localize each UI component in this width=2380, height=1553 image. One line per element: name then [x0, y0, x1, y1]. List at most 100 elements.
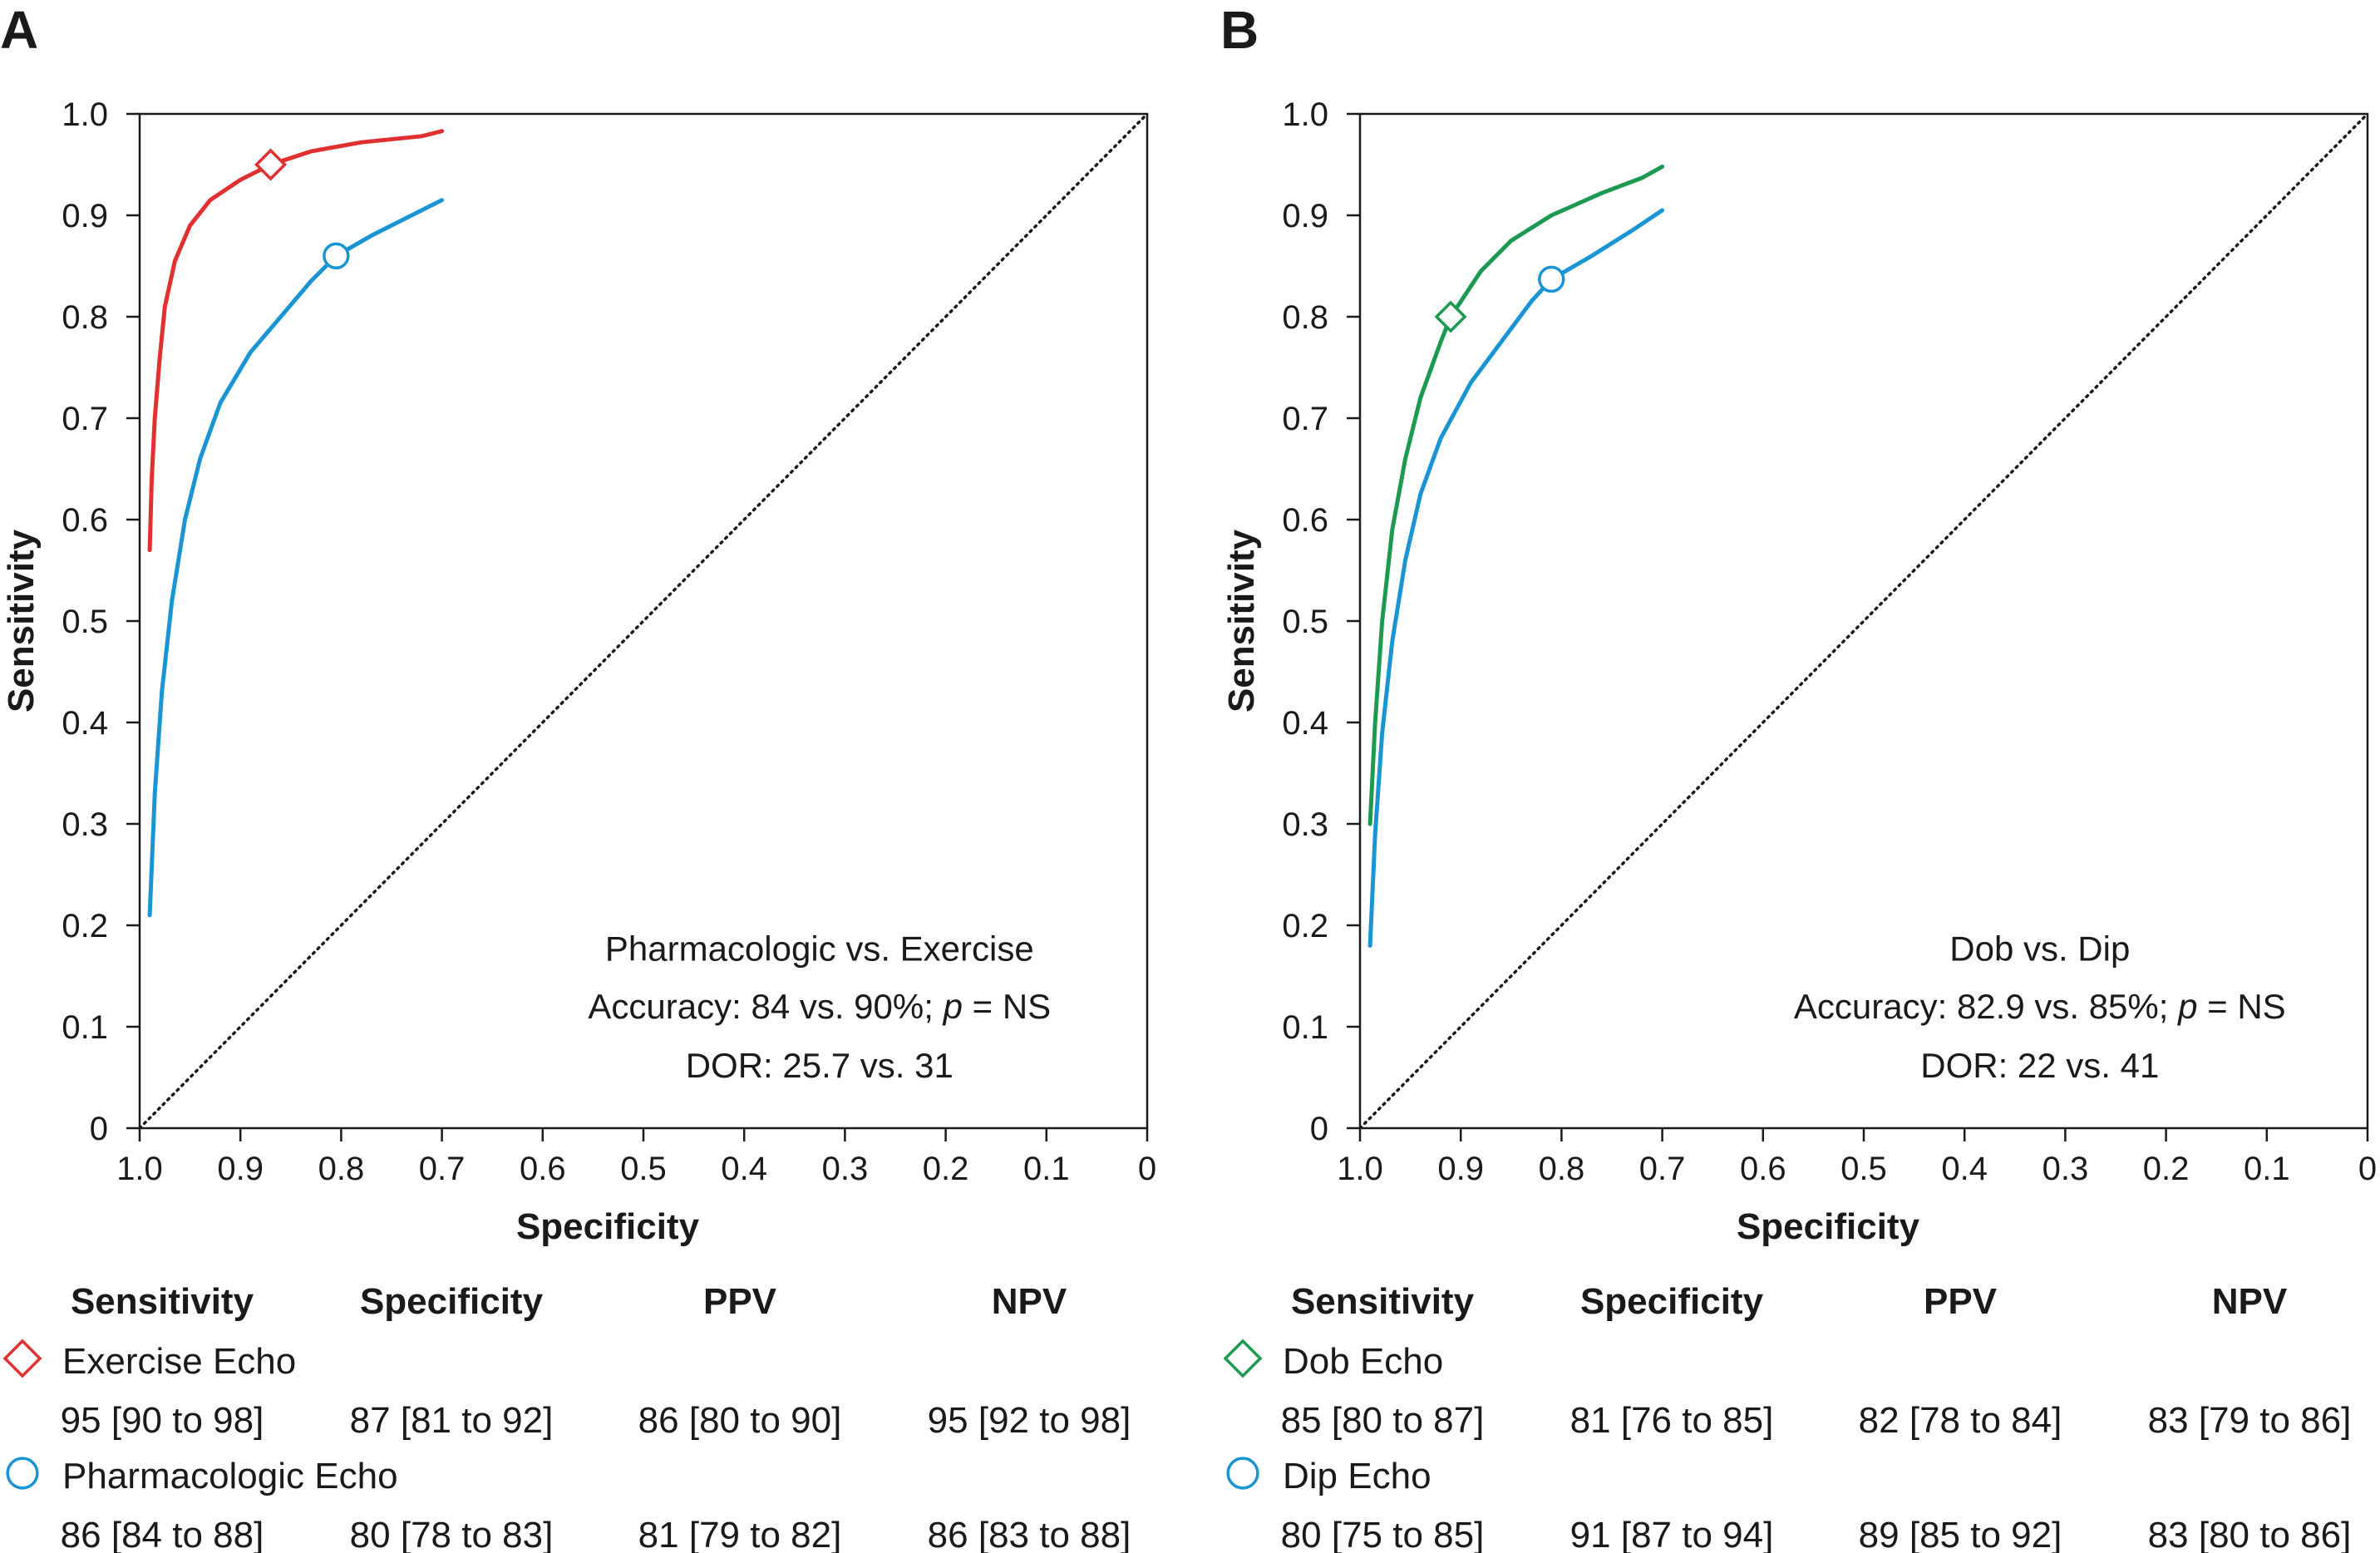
- table-cell-0-0: 95 [90 to 98]: [61, 1400, 264, 1441]
- panel-a: A 1.0 0.9 0.8 0.7 0.6 0.5 0.4 0.3 0.2 0.1 0 0 0.1 0.2 0…: [0, 0, 1156, 1553]
- y-tick-label: 0.8: [62, 299, 108, 336]
- legend-marker-1: [1226, 1457, 1259, 1490]
- table-header-2: PPV: [703, 1281, 777, 1322]
- legend-marker-1: [6, 1457, 39, 1490]
- x-tick-label: 0.5: [620, 1151, 667, 1187]
- legend-label-0: Dob Echo: [1283, 1341, 1443, 1382]
- legend-label-1: Pharmacologic Echo: [62, 1456, 398, 1496]
- legend-marker-0: [2, 1339, 42, 1378]
- x-tick-label: 0.7: [1639, 1151, 1686, 1187]
- x-tick-label: 0.5: [1840, 1151, 1887, 1187]
- y-tick-label: 0.6: [1282, 502, 1328, 539]
- table-cell-1-0: 80 [75 to 85]: [1281, 1515, 1485, 1553]
- table-cell-1-3: 86 [83 to 88]: [928, 1515, 1131, 1553]
- y-tick-label: 0.5: [1282, 604, 1328, 640]
- legend-marker-0: [1223, 1339, 1263, 1378]
- table-cell-1-0: 86 [84 to 88]: [61, 1515, 264, 1553]
- series-line-0: [147, 129, 445, 553]
- y-tick-label: 0.1: [62, 1009, 108, 1046]
- y-tick-label: 0.1: [1282, 1009, 1328, 1046]
- y-tick-label: 0: [1310, 1111, 1328, 1147]
- y-tick-label: 0.4: [62, 705, 108, 742]
- annotation-dor: DOR: 25.7 vs. 31: [686, 1046, 953, 1085]
- table-header-1: Specificity: [1580, 1281, 1764, 1322]
- x-axis-title: Specificity: [1737, 1206, 1920, 1247]
- table-header-0: Sensitivity: [1291, 1281, 1475, 1322]
- x-tick-label: 0.4: [721, 1151, 767, 1187]
- y-axis-title: Sensitivity: [1221, 529, 1262, 712]
- legend-label-1: Dip Echo: [1283, 1456, 1431, 1496]
- y-tick-label: 1.0: [62, 96, 108, 133]
- panel-letter: A: [0, 0, 38, 60]
- table-header-2: PPV: [1924, 1281, 1998, 1322]
- x-tick-label: 0.9: [1437, 1151, 1484, 1187]
- annotation-title: Dob vs. Dip: [1949, 929, 2130, 969]
- table-cell-1-2: 81 [79 to 82]: [638, 1515, 842, 1553]
- x-tick-label: 0.9: [217, 1151, 264, 1187]
- table-cell-0-1: 87 [81 to 92]: [350, 1400, 554, 1441]
- x-tick-label: 0.7: [419, 1151, 466, 1187]
- table-cell-0-1: 81 [76 to 85]: [1570, 1400, 1774, 1441]
- panel-letter: B: [1220, 0, 1259, 60]
- annotation-accuracy: Accuracy: 84 vs. 90%; p = NS: [588, 987, 1051, 1026]
- y-tick-label: 0.4: [1282, 705, 1328, 742]
- y-tick-label: 0.7: [1282, 401, 1328, 437]
- x-tick-label: 0.1: [1023, 1151, 1070, 1187]
- table-cell-0-2: 82 [78 to 84]: [1859, 1400, 2062, 1441]
- table-cell-1-3: 83 [80 to 86]: [2148, 1515, 2352, 1553]
- x-tick-label: 0.3: [2042, 1151, 2089, 1187]
- y-tick-label: 0.5: [62, 604, 108, 640]
- table-header-3: NPV: [992, 1281, 1067, 1322]
- y-tick-label: 0.3: [1282, 806, 1328, 843]
- table-header-1: Specificity: [360, 1281, 544, 1322]
- table-cell-0-3: 95 [92 to 98]: [928, 1400, 1131, 1441]
- y-tick-label: 0: [90, 1111, 108, 1147]
- y-tick-label: 0.9: [1282, 198, 1328, 234]
- annotation-accuracy: Accuracy: 82.9 vs. 85%; p = NS: [1794, 987, 2286, 1026]
- x-tick-label: 1.0: [1337, 1151, 1383, 1187]
- x-axis-title: Specificity: [516, 1206, 700, 1247]
- x-tick-label: 0: [2358, 1151, 2377, 1187]
- x-tick-label: 0.2: [2143, 1151, 2190, 1187]
- x-tick-label: 0.1: [2244, 1151, 2290, 1187]
- y-tick-label: 0.7: [62, 401, 108, 437]
- x-tick-label: 0.4: [1941, 1151, 1988, 1187]
- table-cell-0-0: 85 [80 to 87]: [1281, 1400, 1485, 1441]
- x-tick-label: 0.8: [1539, 1151, 1585, 1187]
- table-cell-1-2: 89 [85 to 92]: [1859, 1515, 2062, 1553]
- y-tick-label: 0.2: [1282, 908, 1328, 944]
- reference-diagonal: [1358, 112, 2369, 1130]
- table-cell-1-1: 80 [78 to 83]: [350, 1515, 554, 1553]
- series-point-1: [1538, 265, 1565, 293]
- x-tick-label: 0.6: [520, 1151, 566, 1187]
- y-tick-label: 0.3: [62, 806, 108, 843]
- y-tick-label: 0.6: [62, 502, 108, 539]
- series-point-0: [254, 148, 288, 181]
- panel-b: B 1.0 0.9 0.8 0.7 0.6 0.5 0.4 0.3 0.2 0.1 0 0 0.1 0.2 0…: [1220, 0, 2377, 1553]
- series-point-1: [323, 242, 350, 269]
- y-tick-label: 1.0: [1282, 96, 1328, 133]
- y-tick-label: 0.8: [1282, 299, 1328, 336]
- annotation-title: Pharmacologic vs. Exercise: [605, 929, 1034, 969]
- y-tick-label: 0.2: [62, 908, 108, 944]
- x-tick-label: 0.3: [822, 1151, 869, 1187]
- table-header-0: Sensitivity: [71, 1281, 254, 1322]
- x-tick-label: 0.2: [923, 1151, 969, 1187]
- x-tick-label: 0.6: [1740, 1151, 1786, 1187]
- annotation-dor: DOR: 22 vs. 41: [1920, 1046, 2159, 1085]
- table-cell-1-1: 91 [87 to 94]: [1570, 1515, 1774, 1553]
- table-header-3: NPV: [2212, 1281, 2288, 1322]
- reference-diagonal: [138, 112, 1149, 1130]
- series-point-0: [1434, 300, 1467, 333]
- series-line-1: [147, 198, 445, 918]
- x-tick-label: 1.0: [116, 1151, 163, 1187]
- table-cell-0-2: 86 [80 to 90]: [638, 1400, 842, 1441]
- series-line-0: [1367, 164, 1665, 826]
- x-tick-label: 0: [1138, 1151, 1156, 1187]
- table-cell-0-3: 83 [79 to 86]: [2148, 1400, 2352, 1441]
- y-tick-label: 0.9: [62, 198, 108, 234]
- series-line-1: [1367, 208, 1665, 948]
- legend-label-0: Exercise Echo: [62, 1341, 296, 1382]
- y-axis-title: Sensitivity: [1, 529, 42, 712]
